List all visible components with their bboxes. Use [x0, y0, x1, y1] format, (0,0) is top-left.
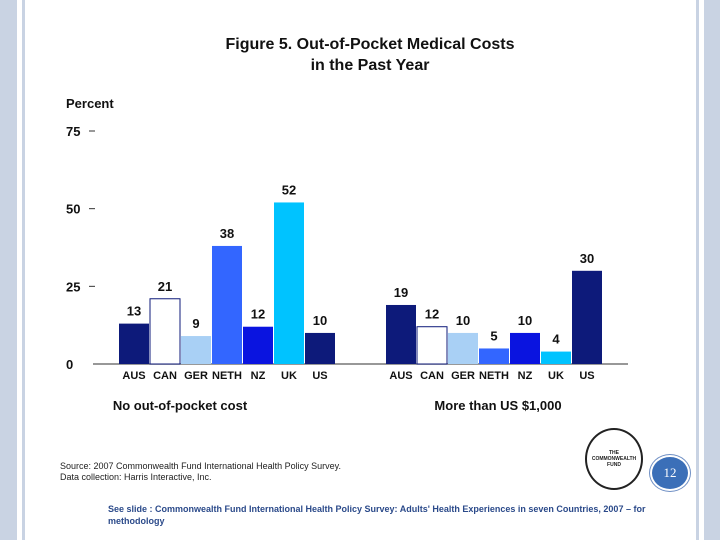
data-label: 52 — [282, 182, 296, 197]
bar-no-cost-can — [149, 298, 181, 365]
y-tick-label: 0 — [66, 357, 73, 372]
x-tick-label: US — [312, 370, 327, 382]
data-label: 5 — [490, 328, 497, 343]
slide-border-left-line — [22, 0, 25, 540]
chart-title-line1: Figure 5. Out-of-Pocket Medical Costs — [225, 36, 515, 53]
logo-line2: COMMONWEALTH — [591, 456, 637, 462]
bar-no-cost-uk — [274, 202, 304, 364]
x-tick-label: CAN — [153, 370, 177, 382]
bar-over-1000-us — [572, 270, 602, 364]
data-label: 4 — [552, 332, 560, 347]
x-tick-label: GER — [184, 370, 208, 382]
footer-note: See slide : Commonwealth Fund Internatio… — [108, 504, 646, 526]
x-tick-label: UK — [281, 370, 297, 382]
slide-border-right — [704, 0, 720, 540]
data-label: 38 — [220, 226, 234, 241]
data-label: 12 — [251, 307, 265, 322]
data-label: 21 — [158, 279, 172, 294]
bar-no-cost-us — [305, 332, 335, 364]
bar-over-1000-can — [416, 326, 448, 365]
bar-over-1000-nz — [510, 332, 540, 364]
bar-over-1000-neth — [479, 348, 509, 364]
y-tick-label: 75 — [66, 124, 80, 139]
slide-border-left — [0, 0, 17, 540]
bar-over-1000-uk — [541, 351, 571, 364]
x-tick-label: UK — [548, 370, 564, 382]
logo-line1: THE — [609, 450, 619, 456]
y-axis-label: Percent — [66, 96, 114, 111]
slide-border-right-line — [696, 0, 699, 540]
x-tick-label: US — [579, 370, 594, 382]
x-tick-label: NZ — [518, 370, 533, 382]
source-line2: Data collection: Harris Interactive, Inc… — [60, 472, 212, 482]
x-tick-label: AUS — [389, 370, 412, 382]
bar-over-1000-aus — [386, 304, 416, 364]
data-label: 19 — [394, 285, 408, 300]
x-tick-label: AUS — [122, 370, 145, 382]
source-line1: Source: 2007 Commonwealth Fund Internati… — [60, 461, 341, 471]
chart-title-line2: in the Past Year — [310, 57, 430, 74]
data-label: 10 — [518, 313, 532, 328]
y-tick-label: 25 — [66, 279, 80, 294]
page-number-badge: 12 — [650, 455, 690, 491]
y-tick-label: 50 — [66, 202, 80, 217]
group-label: More than US $1,000 — [434, 398, 561, 413]
x-tick-label: NETH — [212, 370, 242, 382]
data-label: 10 — [456, 313, 470, 328]
data-label: 13 — [127, 304, 141, 319]
bar-no-cost-neth — [212, 245, 242, 364]
bar-no-cost-aus — [119, 323, 149, 364]
bar-over-1000-ger — [448, 332, 478, 364]
x-tick-label: GER — [451, 370, 475, 382]
data-label: 12 — [425, 307, 439, 322]
group-label: No out-of-pocket cost — [113, 398, 248, 413]
bar-no-cost-ger — [181, 336, 211, 364]
commonwealth-fund-logo: THE COMMONWEALTH FUND — [585, 428, 643, 490]
data-label: 10 — [313, 313, 327, 328]
x-tick-label: NETH — [479, 370, 509, 382]
data-label: 9 — [192, 316, 199, 331]
logo-line3: FUND — [607, 462, 621, 468]
x-tick-label: NZ — [251, 370, 266, 382]
source-note: Source: 2007 Commonwealth Fund Internati… — [60, 461, 390, 483]
data-label: 30 — [580, 251, 594, 266]
bar-no-cost-nz — [243, 326, 273, 364]
x-tick-label: CAN — [420, 370, 444, 382]
